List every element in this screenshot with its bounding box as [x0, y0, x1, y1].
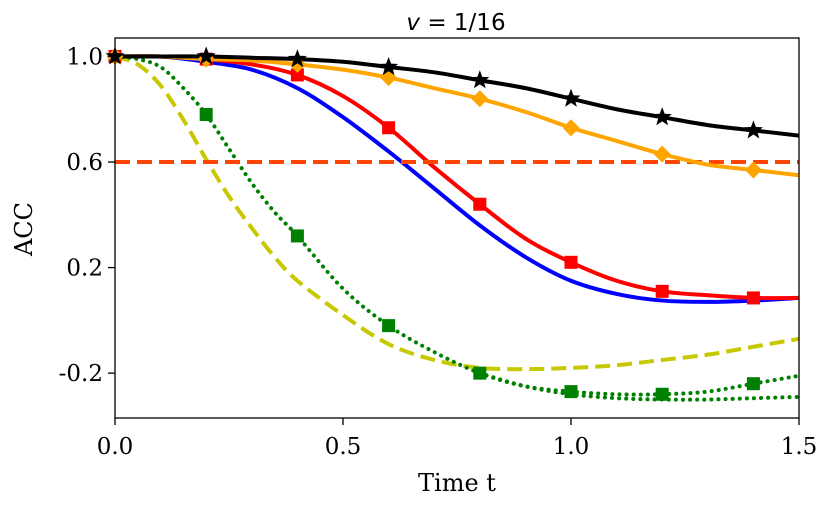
- marker-black-stars-3: [379, 57, 399, 76]
- y-tick-label-3: -0.2: [59, 361, 103, 387]
- plot-frame: [114, 37, 800, 419]
- marker-red-squares-6: [655, 284, 669, 298]
- x-tick-label-2: 1.0: [553, 434, 590, 460]
- marker-red-squares-3: [382, 121, 396, 135]
- marker-orange-diamonds-6: [653, 145, 671, 163]
- marker-green-dotted-squares-2: [290, 229, 304, 243]
- marker-green-dotted-squares-1: [199, 108, 213, 122]
- marker-layer: [105, 46, 763, 401]
- series-line-olive-dashed: [115, 54, 799, 372]
- marker-red-squares-4: [473, 197, 487, 211]
- x-axis-label: Time t: [418, 469, 496, 497]
- chart-title-variable: v: [406, 10, 420, 36]
- marker-green-dotted-squares-7: [746, 377, 760, 391]
- chart-title-rest: = 1/16: [420, 10, 506, 36]
- chart-title: v = 1/16: [406, 10, 505, 36]
- series-layer: [115, 54, 799, 402]
- x-tick-label-1: 0.5: [325, 434, 362, 460]
- marker-black-stars-1: [196, 46, 216, 65]
- series-line-black-stars: [115, 54, 799, 138]
- marker-green-dotted-squares-5: [564, 385, 578, 399]
- marker-green-dotted-squares-3: [382, 319, 396, 333]
- x-tick-label-3: 1.5: [781, 434, 818, 460]
- marker-black-stars-6: [652, 107, 672, 126]
- marker-black-stars-5: [561, 88, 581, 107]
- y-tick-label-2: 0.2: [66, 256, 103, 282]
- series-line-orange-diamonds: [115, 54, 799, 178]
- x-tick-label-0: 0.0: [97, 434, 134, 460]
- marker-red-squares-7: [746, 291, 760, 305]
- x-axis: 0.0 0.5 1.0 1.5: [97, 418, 818, 460]
- series-line-green-dotted-squares: [115, 54, 799, 397]
- marker-orange-diamonds-4: [471, 90, 489, 108]
- series-line-blue: [115, 54, 799, 304]
- y-axis: 1.0 0.6 0.2 -0.2: [59, 44, 115, 387]
- marker-orange-diamonds-7: [744, 161, 762, 179]
- marker-black-stars-4: [470, 70, 490, 89]
- marker-red-squares-5: [564, 255, 578, 269]
- y-tick-label-1: 0.6: [66, 150, 103, 176]
- y-tick-label-0: 1.0: [66, 44, 103, 70]
- marker-orange-diamonds-5: [562, 119, 580, 137]
- marker-green-dotted-squares-4: [473, 366, 487, 380]
- marker-red-squares-2: [290, 68, 304, 82]
- marker-black-stars-2: [287, 49, 307, 68]
- marker-green-dotted-squares-6: [655, 387, 669, 401]
- y-axis-label: ACC: [10, 202, 38, 257]
- marker-black-stars-7: [743, 120, 763, 139]
